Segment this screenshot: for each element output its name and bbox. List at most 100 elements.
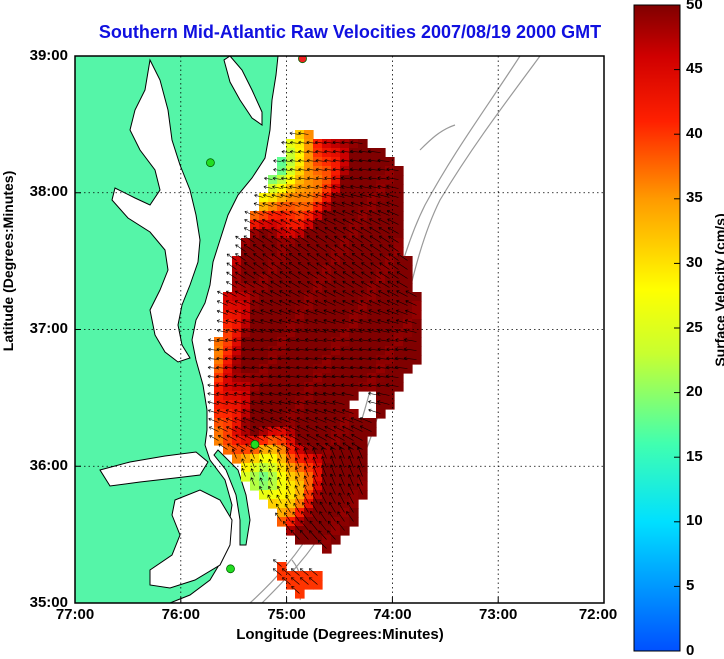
velocity-cell [340, 193, 350, 203]
velocity-cell [259, 355, 269, 365]
velocity-vector [216, 300, 228, 306]
velocity-vector [298, 210, 309, 216]
velocity-vector [315, 281, 327, 288]
velocity-cell [304, 337, 314, 347]
velocity-cell [250, 292, 260, 302]
velocity-vector [404, 319, 417, 324]
velocity-cell [232, 373, 242, 383]
velocity-cell [286, 256, 296, 266]
velocity-cell [313, 148, 323, 158]
velocity-vector [370, 271, 381, 279]
velocity-vector [323, 201, 336, 207]
velocity-vector [273, 159, 282, 163]
velocity-vector [272, 176, 282, 181]
velocity-cell [385, 184, 395, 194]
velocity-vector [324, 290, 336, 297]
velocity-vector [314, 318, 327, 324]
velocity-vector [346, 511, 354, 522]
velocity-vector [261, 281, 273, 288]
velocity-vector [277, 467, 282, 477]
velocity-vector [403, 347, 417, 352]
velocity-vector [341, 140, 354, 145]
velocity-vector [262, 253, 273, 261]
velocity-cell [412, 301, 422, 311]
velocity-vector [386, 201, 399, 207]
velocity-cell [259, 211, 269, 221]
velocity-vector [299, 530, 309, 540]
velocity-cell [313, 517, 323, 527]
velocity-cell [214, 337, 224, 347]
velocity-cell [313, 238, 323, 248]
velocity-cell [349, 328, 359, 338]
velocity-vector [280, 193, 291, 198]
velocity-cell [241, 436, 251, 446]
velocity-vector [307, 185, 318, 189]
velocity-cell [358, 220, 368, 230]
velocity-cell [322, 490, 332, 500]
velocity-vector [387, 290, 399, 297]
velocity-cell [367, 292, 377, 302]
velocity-cell [394, 301, 404, 311]
velocity-cell [304, 391, 314, 401]
velocity-vector [341, 193, 354, 198]
velocity-cell [322, 328, 332, 338]
velocity-cell [367, 337, 377, 347]
velocity-cell [223, 427, 233, 437]
velocity-vector [303, 475, 309, 486]
velocity-cell [322, 220, 332, 230]
velocity-vector [360, 235, 372, 243]
velocity-vector [360, 227, 372, 234]
velocity-vector [231, 448, 237, 459]
velocity-vector [267, 494, 273, 504]
velocity-cell [331, 526, 341, 536]
velocity-cell [349, 517, 359, 527]
velocity-vector [329, 473, 336, 486]
velocity-cell [250, 283, 260, 293]
velocity-vector [379, 244, 390, 252]
velocity-vector [328, 511, 336, 522]
velocity-vector [359, 374, 372, 379]
velocity-cell [232, 436, 242, 446]
velocity-cell [412, 346, 422, 356]
velocity-vector [332, 328, 345, 333]
velocity-cell [250, 391, 260, 401]
velocity-vector [290, 529, 300, 540]
velocity-cell [349, 454, 359, 464]
velocity-cell [250, 481, 260, 491]
x-tick-label: 73:00 [479, 606, 518, 623]
velocity-vector [369, 226, 381, 234]
velocity-cell [223, 418, 233, 428]
velocity-cell [367, 427, 377, 437]
velocity-vector [234, 319, 246, 324]
velocity-vector [262, 262, 273, 270]
velocity-vector [386, 210, 399, 216]
velocity-vector [329, 492, 336, 504]
velocity-vector [306, 235, 318, 243]
velocity-cell [295, 391, 305, 401]
velocity-vector [288, 290, 300, 297]
velocity-cell [313, 508, 323, 518]
velocity-vector [306, 442, 318, 450]
velocity-cell [394, 202, 404, 212]
velocity-vector [225, 409, 237, 414]
velocity-cell [286, 310, 296, 320]
velocity-vector [351, 309, 363, 315]
velocity-cell [367, 184, 377, 194]
velocity-cell [322, 400, 332, 410]
velocity-cell [340, 346, 350, 356]
velocity-cell [277, 571, 287, 581]
velocity-cell [259, 247, 269, 257]
velocity-cell [385, 319, 395, 329]
velocity-cell [349, 283, 359, 293]
velocity-vector [280, 434, 291, 441]
velocity-cell [259, 256, 269, 266]
velocity-vector [359, 309, 372, 315]
velocity-cell [295, 301, 305, 311]
velocity-cell [358, 184, 368, 194]
velocity-cell [241, 346, 251, 356]
velocity-vector [351, 281, 363, 288]
velocity-cell [358, 283, 368, 293]
velocity-vector [332, 193, 345, 198]
velocity-cell [412, 310, 422, 320]
velocity-cell [304, 463, 314, 473]
